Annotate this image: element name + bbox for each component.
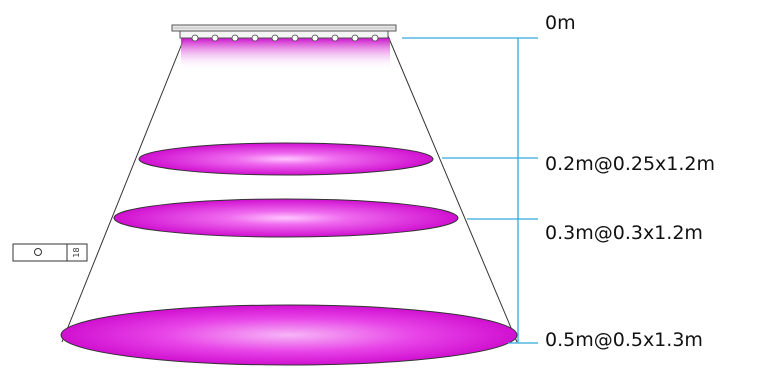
light-bar-fixture — [171, 24, 397, 42]
distance-label-0.3m: 0.3m@0.3x1.2m — [545, 222, 703, 244]
beam-spot-0.5m — [60, 304, 518, 366]
fixture-icon-number: 18 — [72, 247, 81, 257]
distance-label-0.2m: 0.2m@0.25x1.2m — [545, 153, 715, 175]
distance-guides — [402, 37, 538, 344]
distance-label-0m: 0m — [545, 12, 576, 34]
beam-spot-0.3m — [113, 198, 459, 238]
light-glow — [181, 38, 390, 70]
beam-cone — [61, 35, 518, 343]
beam-spot-0.2m — [138, 142, 434, 176]
distance-label-0.5m: 0.5m@0.5x1.3m — [545, 329, 703, 351]
light-fixture-end-view-icon: 18 — [12, 243, 88, 262]
